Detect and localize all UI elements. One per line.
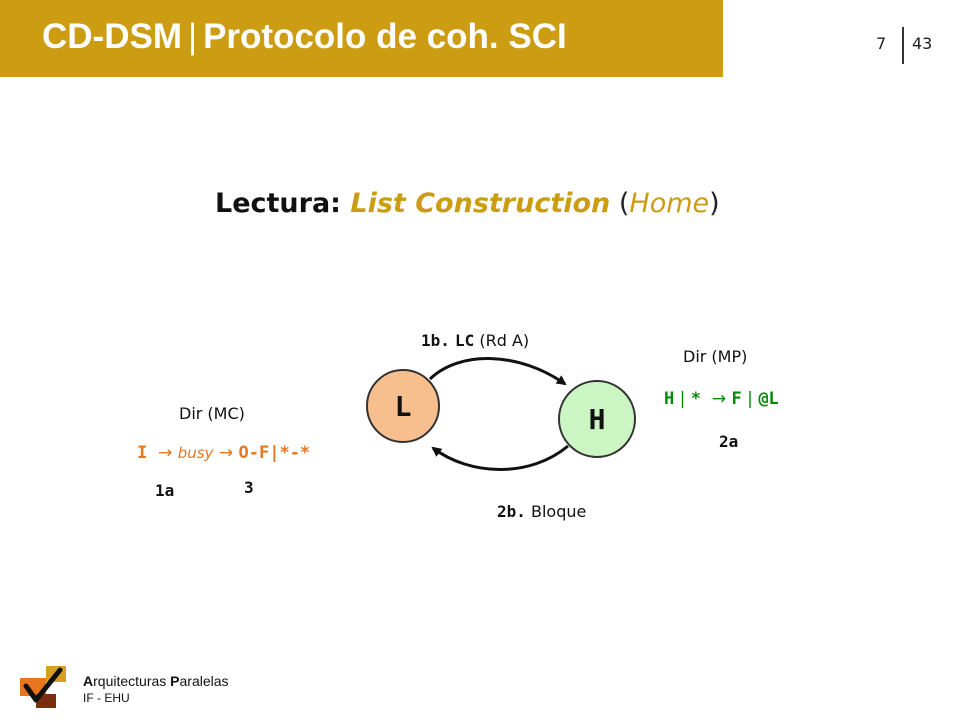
header-title-right: Protocolo de coh. SCI <box>203 17 567 56</box>
node-l-label: L <box>394 389 412 423</box>
page-number-divider <box>902 27 904 64</box>
dir-mp-star: * <box>690 389 702 409</box>
footer-title: Arquitecturas Paralelas <box>83 673 229 689</box>
slide-title: Lectura: List Construction (Home) <box>215 188 720 219</box>
msg-2b-label: 2b. Bloque <box>497 502 586 521</box>
footer-title-a: A <box>83 673 94 689</box>
node-l: L <box>366 369 440 443</box>
arrow-2b-h-to-l <box>431 444 569 471</box>
msg-1b-code: LC <box>455 331 475 350</box>
dir-mp-at-l: @L <box>758 389 779 409</box>
msg-1b-detail: (Rd A) <box>479 331 530 350</box>
dir-mp-arrow: → <box>711 389 727 409</box>
msg-1b-label: 1b. LC (Rd A) <box>421 331 529 350</box>
footer-title-p: P <box>170 673 180 689</box>
dir-mc-state-i: I <box>137 443 148 463</box>
dir-mc-label: Dir (MC) <box>179 404 245 423</box>
slide-title-lead: Lectura: <box>215 188 351 219</box>
dir-mc-step-1a: 1a <box>155 481 175 500</box>
header-title-left: CD-DSM <box>42 17 182 56</box>
node-h-label: H <box>588 402 606 436</box>
header-band <box>0 0 723 77</box>
header-title-separator: | <box>187 17 198 56</box>
dir-mc-arrow-1: → <box>158 443 173 463</box>
dir-mp-bar-2: | <box>747 389 753 409</box>
slide-title-emphasis: List Construction <box>350 188 611 219</box>
dir-mp-state-h: H <box>664 389 675 409</box>
footer-title-aralelas: aralelas <box>179 673 229 689</box>
msg-2b-detail: Bloque <box>531 502 587 521</box>
footer-subtitle: IF - EHU <box>83 691 130 705</box>
arrow-1b-l-to-h <box>428 357 567 386</box>
page-total: 43 <box>912 34 933 53</box>
header-title: CD-DSM | Protocolo de coh. SCI <box>42 17 567 57</box>
slide-title-home: Home <box>629 188 710 219</box>
msg-1b-step: 1b. <box>421 331 450 350</box>
dir-mc-busy: busy <box>177 444 214 462</box>
dir-mp-label: Dir (MP) <box>683 347 748 366</box>
slide-title-paren-close: ) <box>709 188 720 219</box>
slide-title-paren-open: ( <box>610 188 630 219</box>
dir-mc-states: I → busy → O-F|*-* <box>137 443 310 463</box>
dir-mp-step-2a: 2a <box>719 432 739 451</box>
dir-mc-state-o: O-F|*-* <box>238 443 311 463</box>
footer-title-rquitecturas: rquitecturas <box>93 673 171 689</box>
msg-2b-step: 2b. <box>497 502 526 521</box>
page-number: 7 <box>876 34 887 53</box>
dir-mc-step-3: 3 <box>244 478 254 497</box>
dir-mc-arrow-2: → <box>218 443 234 463</box>
dir-mp-state-f: F <box>731 389 742 409</box>
dir-mp-states: H | * → F | @L <box>664 389 779 409</box>
node-h: H <box>558 380 636 458</box>
checkmark-logo-icon <box>20 666 66 708</box>
dir-mp-bar-1: | <box>679 389 686 409</box>
